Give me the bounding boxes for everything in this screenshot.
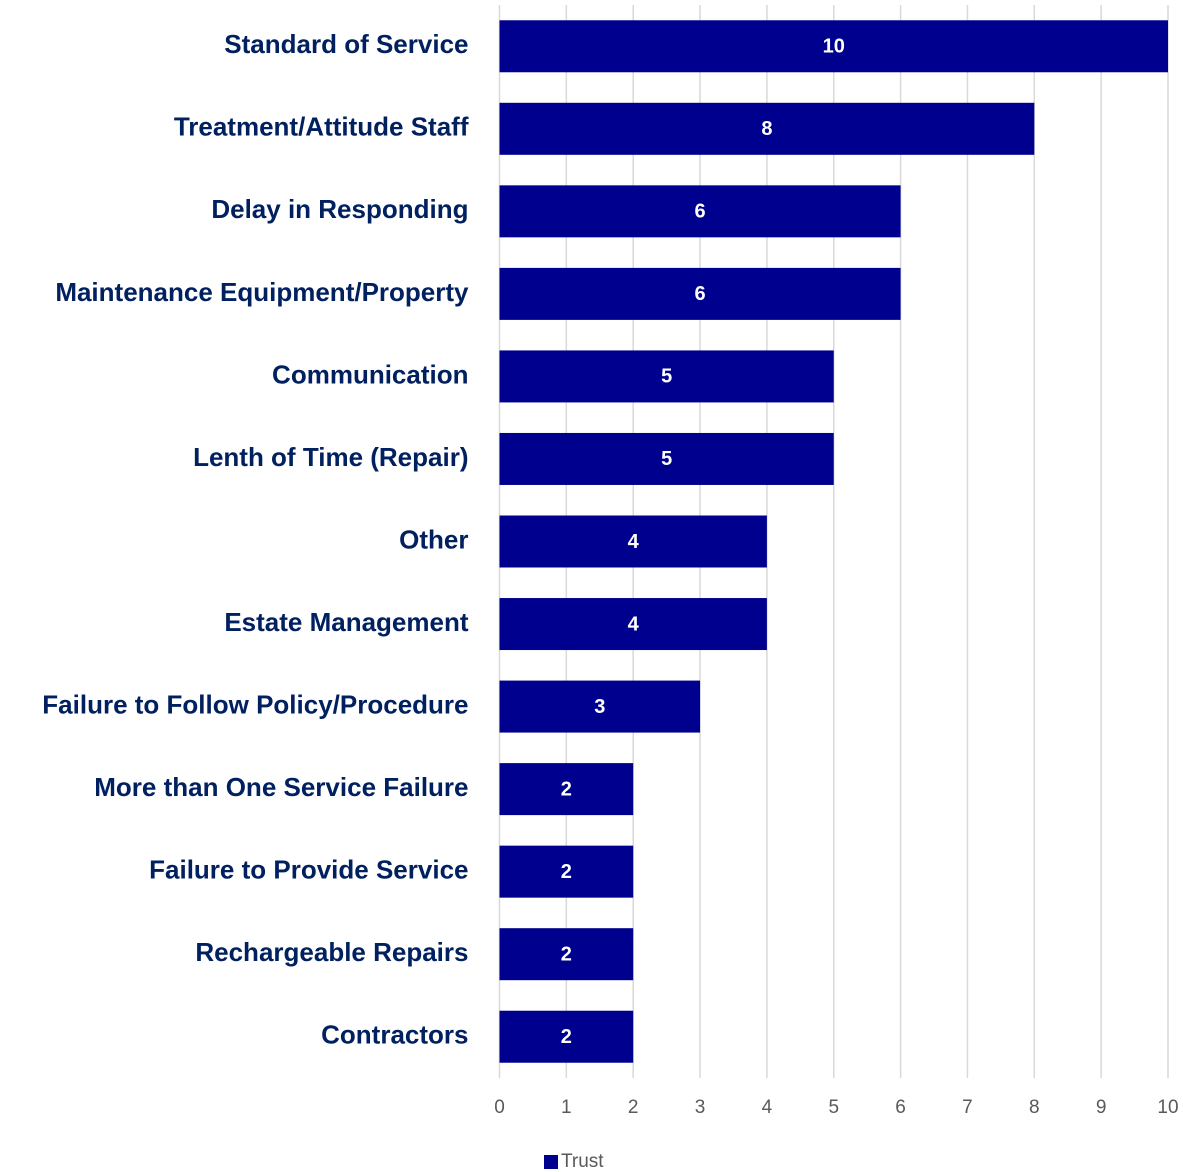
bar xyxy=(499,185,901,238)
y-tick-label: Estate Management xyxy=(224,607,469,637)
data-label: 6 xyxy=(694,201,705,223)
x-tick-label: 10 xyxy=(1157,1097,1178,1118)
y-tick-label: Standard of Service xyxy=(224,29,468,59)
bar xyxy=(499,1010,634,1063)
data-label: 5 xyxy=(661,366,672,388)
data-label: 2 xyxy=(561,943,572,965)
y-tick-label: Treatment/Attitude Staff xyxy=(174,112,469,142)
data-label: 10 xyxy=(823,36,845,58)
bar xyxy=(499,267,901,320)
y-tick-label: Delay in Responding xyxy=(211,194,468,224)
x-tick-label: 3 xyxy=(695,1097,706,1118)
bar xyxy=(499,845,634,898)
y-tick-label: More than One Service Failure xyxy=(94,772,468,802)
legend-swatch xyxy=(544,1155,558,1169)
data-label: 4 xyxy=(628,531,640,553)
y-tick-label: Other xyxy=(399,524,468,554)
x-tick-label: 9 xyxy=(1096,1097,1107,1118)
x-tick-label: 6 xyxy=(895,1097,906,1118)
bar xyxy=(499,763,634,816)
bar xyxy=(499,20,1168,73)
data-label: 4 xyxy=(628,613,640,635)
y-tick-label: Communication xyxy=(272,359,468,389)
x-tick-label: 1 xyxy=(561,1097,572,1118)
data-label: 2 xyxy=(561,861,572,883)
x-tick-label: 0 xyxy=(494,1097,505,1118)
y-tick-label: Lenth of Time (Repair) xyxy=(193,442,468,472)
x-tick-label: 4 xyxy=(762,1097,773,1118)
bar xyxy=(499,432,834,485)
y-tick-label: Contractors xyxy=(321,1020,468,1050)
data-label: 5 xyxy=(661,448,672,470)
y-tick-label: Maintenance Equipment/Property xyxy=(55,277,469,307)
legend-label: Trust xyxy=(561,1151,604,1172)
x-tick-label: 5 xyxy=(828,1097,839,1118)
bar xyxy=(499,598,767,651)
x-tick-label: 2 xyxy=(628,1097,639,1118)
data-label: 8 xyxy=(761,118,772,140)
y-tick-label: Failure to Provide Service xyxy=(149,855,468,885)
x-tick-label: 7 xyxy=(962,1097,973,1118)
data-label: 3 xyxy=(594,696,605,718)
bar xyxy=(499,928,634,981)
bar xyxy=(499,102,1035,155)
data-label: 6 xyxy=(694,283,705,305)
x-tick-label: 8 xyxy=(1029,1097,1040,1118)
bar xyxy=(499,515,767,568)
bar xyxy=(499,350,834,403)
bar xyxy=(499,680,701,733)
y-tick-label: Failure to Follow Policy/Procedure xyxy=(42,689,468,719)
data-label: 2 xyxy=(561,1026,572,1048)
data-label: 2 xyxy=(561,778,572,800)
y-tick-label: Rechargeable Repairs xyxy=(195,937,468,967)
